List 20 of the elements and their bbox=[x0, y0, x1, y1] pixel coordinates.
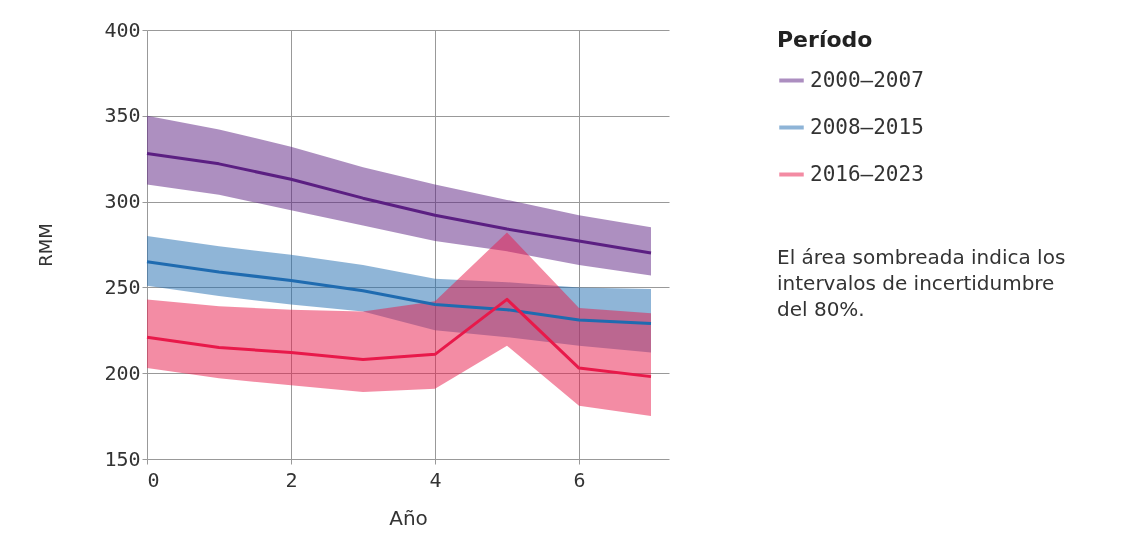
x-tick-label: 2 bbox=[285, 467, 298, 492]
legend-label: 2016–2023 bbox=[810, 161, 924, 186]
x-tick-label: 6 bbox=[573, 467, 586, 492]
legend-label: 2008–2015 bbox=[810, 114, 924, 139]
line-series bbox=[145, 260, 653, 325]
y-tick-label: 350 bbox=[104, 103, 141, 128]
legend-title: Período bbox=[777, 27, 873, 52]
y-tick-label: 200 bbox=[104, 360, 141, 385]
y-tick-label: 250 bbox=[104, 274, 141, 299]
y-axis-title: RMM bbox=[35, 223, 57, 267]
line-series bbox=[145, 297, 653, 379]
y-tick-label: 300 bbox=[104, 189, 141, 214]
x-tick-label: 0 bbox=[147, 467, 160, 492]
y-tick-label: 400 bbox=[104, 17, 141, 42]
x-axis-title: Año bbox=[389, 505, 428, 530]
text: El área sombreada indica los intervalos de incertidumbre del 80%. bbox=[777, 245, 1066, 321]
legend-label: 2000–2007 bbox=[810, 67, 924, 92]
line-series bbox=[145, 152, 653, 255]
y-tick-label: 150 bbox=[104, 446, 141, 471]
x-tick-label: 4 bbox=[429, 467, 442, 492]
